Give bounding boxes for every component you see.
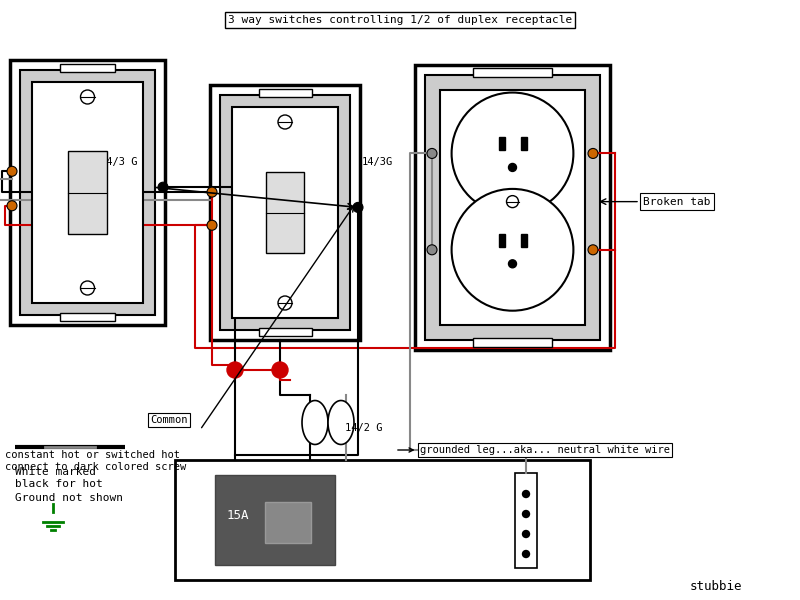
Circle shape [509, 163, 517, 172]
Bar [32, 82, 143, 303]
Circle shape [227, 362, 243, 378]
Circle shape [81, 90, 94, 104]
Bar [266, 502, 311, 542]
Bar [68, 151, 107, 235]
Circle shape [451, 189, 574, 311]
Circle shape [522, 511, 530, 517]
Bar [425, 75, 600, 340]
Circle shape [7, 201, 17, 211]
Text: Broken tab: Broken tab [643, 197, 710, 206]
Circle shape [207, 220, 217, 230]
Circle shape [509, 260, 517, 268]
Circle shape [81, 281, 94, 295]
Text: stubbie: stubbie [690, 580, 742, 593]
Bar [440, 90, 585, 325]
Circle shape [427, 148, 437, 158]
Circle shape [522, 491, 530, 497]
Circle shape [522, 530, 530, 538]
Circle shape [506, 196, 518, 208]
Circle shape [207, 187, 217, 197]
Polygon shape [328, 401, 354, 445]
Circle shape [522, 551, 530, 557]
Bar [266, 172, 303, 253]
Bar [473, 68, 552, 77]
Bar [210, 85, 360, 340]
Text: 14/2 G: 14/2 G [345, 422, 382, 433]
Bar [60, 313, 115, 321]
Bar [258, 328, 311, 336]
Circle shape [272, 362, 288, 378]
Circle shape [588, 148, 598, 158]
Bar [175, 460, 590, 580]
Bar [473, 338, 552, 347]
Text: 15A: 15A [227, 509, 250, 522]
Text: Ground not shown: Ground not shown [15, 493, 123, 503]
Circle shape [451, 92, 574, 214]
Circle shape [588, 245, 598, 255]
Circle shape [158, 182, 168, 192]
Text: 3 way switches controlling 1/2 of duplex receptacle: 3 way switches controlling 1/2 of duplex… [228, 15, 572, 25]
Circle shape [278, 115, 292, 129]
Text: constant hot or switched hot
connect to dark colored screw: constant hot or switched hot connect to … [5, 450, 186, 472]
Bar [415, 65, 610, 350]
Bar [220, 95, 350, 330]
Bar [10, 60, 165, 325]
Text: White marked
black for hot: White marked black for hot [15, 467, 102, 488]
Circle shape [353, 202, 363, 212]
Bar [521, 137, 526, 151]
Text: grounded leg...aka... neutral white wire: grounded leg...aka... neutral white wire [398, 445, 670, 455]
Text: 14/3 G: 14/3 G [100, 157, 138, 167]
Circle shape [7, 166, 17, 176]
Polygon shape [302, 401, 328, 445]
Bar [60, 64, 115, 72]
Bar [498, 137, 505, 151]
Bar [20, 70, 155, 315]
Bar [521, 234, 526, 247]
Bar [215, 475, 335, 565]
Text: 14/3G: 14/3G [362, 157, 394, 167]
Bar [232, 107, 338, 318]
Bar [258, 89, 311, 97]
Circle shape [427, 245, 437, 255]
Text: Common: Common [150, 415, 187, 425]
Bar [515, 473, 537, 568]
Bar [498, 234, 505, 247]
Circle shape [278, 296, 292, 310]
